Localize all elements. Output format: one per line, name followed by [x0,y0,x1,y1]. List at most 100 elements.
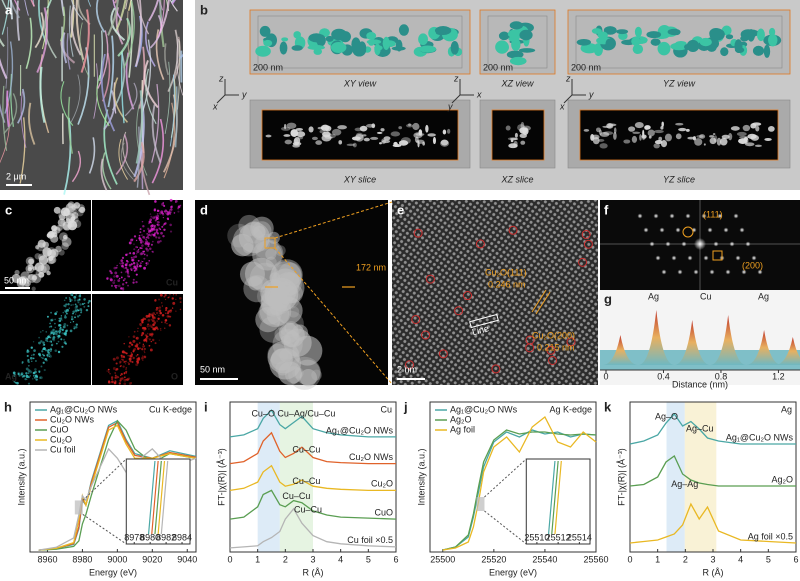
eds-signal [165,212,167,214]
eds-signal [31,286,36,291]
axis-letter: z [218,73,224,83]
sem-image [0,0,183,190]
eds-signal [54,318,56,321]
eds-signal [127,284,129,287]
x-tick-label: 4 [738,554,743,564]
eds-signal [83,298,86,301]
eds-signal [147,245,150,248]
slice-feature [286,122,297,129]
nanowire-3d [506,50,524,59]
nanowire [41,0,49,50]
nanowire [36,7,49,73]
eds-signal [166,315,170,318]
slice-feature [320,124,330,131]
peak-annotation: Ag–O [655,411,678,421]
eds-signal [42,348,44,350]
eds-signal [127,253,129,255]
slice-feature [446,128,451,134]
axis-letter: y [447,101,453,111]
slice-feature [283,134,291,137]
eds-signal [150,243,153,246]
eds-signal [148,222,150,225]
slice-feature [664,133,672,142]
slice-image [491,109,545,161]
axis-letter: y [241,89,247,99]
nanowire [151,104,162,164]
eds-signal [151,250,153,253]
eds-signal [152,316,155,319]
eds-signal [142,260,144,263]
x-axis-label: Energy (eV) [489,567,537,577]
eds-signal [40,365,43,368]
eds-signal [158,306,162,309]
eds-signal [115,274,119,278]
eds-signal [74,316,76,319]
nanowire-3d [616,29,629,35]
eds-signal [146,337,149,340]
eds-signal [67,222,73,228]
eds-signal [126,270,129,273]
eds-signal [159,239,162,243]
eds-signal [173,212,176,214]
eds-signal [64,315,67,319]
nanowire [136,0,150,35]
eds-signal [121,256,125,260]
slice-feature [380,128,385,132]
nanowire [169,74,175,147]
slice-feature [398,126,403,130]
axis-letter: y [588,89,594,99]
width-label: 172 nm [356,262,386,272]
eds-signal [27,369,31,373]
nanowire-3d [366,32,377,40]
eds-signal [125,253,128,257]
eds-signal [159,212,162,215]
eds-signal [151,338,155,342]
slice-feature [632,131,641,134]
eds-signal [120,354,123,357]
eds-signal [145,337,147,340]
eds-signal [124,263,128,267]
eds-signal [158,309,162,313]
panel-label: h [4,399,12,414]
eds-signal [151,224,154,227]
eds-signal [145,247,148,250]
eds-signal [14,381,17,384]
eds-signal [141,234,143,237]
slice-feature [648,135,652,139]
nanowire-3d [603,26,617,35]
nanowire [126,11,130,57]
eds-signal [129,354,133,358]
slice-feature [371,123,376,129]
eds-signal [150,234,152,237]
eds-signal [60,315,63,317]
eds-signal [120,259,124,262]
eds-signal [149,213,152,215]
eds-signal [127,355,129,357]
eds-signal [43,354,45,357]
eds-signal [28,361,30,363]
eds-signal [65,329,69,332]
fft-spot [687,255,693,261]
nanowire-3d [281,37,289,42]
eds-signal [114,372,117,374]
eds-signal [156,319,159,322]
nanowire-3d [398,24,409,36]
axis-letter: x [559,101,565,111]
haadf-blob [265,248,277,260]
x-tick-label: 5 [366,554,371,564]
slice-feature [362,134,367,137]
haadf-blob [267,343,288,365]
eds-signal [57,334,61,338]
eds-signal [52,333,55,336]
nanowire [100,158,108,191]
hrtem-image [392,200,598,385]
eds-signal [50,344,53,347]
eds-signal [117,284,121,288]
inset-tick-label: 8980 [140,532,160,542]
eds-signal [57,218,66,227]
x-tick-label: 8980 [72,554,92,564]
eds-signal [156,240,160,244]
eds-signal [167,297,169,299]
eds-signal [143,250,145,253]
eds-signal [29,375,31,377]
